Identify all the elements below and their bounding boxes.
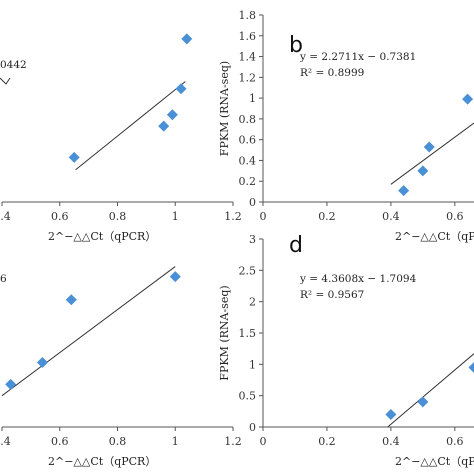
panel-2: 0 0.2 0.4 0.6 0.8 1 1.2 1.4 1.6 1.8 0 0.2 0.4 0.6 2^−△… (218, 9, 474, 243)
x-tick-label: 0.4 (382, 210, 400, 223)
y-tick-label: 0.5 (239, 390, 257, 403)
y-tick-label: 0 (249, 421, 256, 434)
y-tick-label: 0.2 (239, 175, 257, 188)
x-tick-label: 0.8 (109, 210, 127, 223)
x-tick-label: 0.8 (109, 435, 127, 448)
data-point (68, 151, 80, 163)
x-tick-label: 0.4 (0, 435, 11, 448)
y-tick-label: 1.6 (239, 30, 257, 43)
trendline (390, 122, 474, 185)
panel-label: b (289, 33, 303, 58)
data-point (385, 408, 397, 420)
panel-1: 0.4 0.6 0.8 1 1.2 2^−△△Ct（qPCR） 0442 (0, 33, 242, 243)
regression-equation: y = 2.2711x − 0.7381 (299, 51, 416, 63)
y-tick-label: 3 (249, 233, 256, 246)
data-point (423, 141, 435, 153)
panel-4: 0 0.5 1 1.5 2 2.5 3 0 0.2 0.4 0.6 2^−△△Ct（qP FPKM (R… (218, 233, 474, 468)
y-tick-label: 0.8 (239, 113, 257, 126)
regression-equation: 6 (0, 273, 7, 285)
y-axis-label: FPKM (RNA-seq) (218, 285, 231, 380)
arrow-fragment-icon (0, 77, 11, 85)
y-tick-label: 1.8 (239, 9, 257, 22)
data-point (5, 378, 17, 390)
y-tick-label: 1.5 (239, 327, 257, 340)
x-tick-label: 0.6 (446, 210, 464, 223)
data-point (417, 165, 429, 177)
y-tick-label: 0 (249, 196, 256, 209)
x-tick-label: 0.2 (318, 435, 336, 448)
r-squared: R² = 0.8999 (300, 67, 364, 79)
regression-equation: 0442 (0, 59, 27, 71)
x-tick-label: 1.2 (224, 435, 242, 448)
x-tick-label: 1.2 (224, 210, 242, 223)
x-axis-label: 2^−△△Ct（qP (395, 455, 474, 468)
y-tick-label: 2.5 (239, 264, 257, 277)
panel-3: 0.4 0.6 0.8 1 1.2 2^−△△Ct（qPCR） 6 (0, 266, 242, 468)
y-tick-label: 1.4 (239, 51, 257, 64)
x-axis-label: 2^−△△Ct（qPCR） (48, 455, 156, 468)
r-squared: R² = 0.9567 (300, 289, 364, 301)
data-point (462, 93, 474, 105)
trendline (387, 353, 474, 428)
x-tick-label: 0.6 (446, 435, 464, 448)
x-tick-label: 0.6 (51, 210, 69, 223)
x-tick-label: 0 (260, 435, 267, 448)
data-point (166, 109, 178, 121)
x-tick-label: 0.6 (51, 435, 69, 448)
panel-label: d (289, 233, 303, 258)
x-axis-label: 2^−△△Ct（qPCR） (48, 230, 156, 243)
data-point (175, 83, 187, 95)
regression-equation: y = 4.3608x − 1.7094 (299, 273, 417, 285)
data-point (181, 33, 193, 45)
y-tick-label: 1 (249, 92, 256, 105)
data-point (158, 120, 170, 132)
x-tick-label: 0.4 (382, 435, 400, 448)
data-point (36, 356, 48, 368)
x-tick-label: 1 (172, 210, 179, 223)
y-tick-label: 0.6 (239, 134, 257, 147)
x-tick-label: 0.2 (318, 210, 336, 223)
y-tick-label: 0.4 (239, 154, 257, 167)
y-tick-label: 1.2 (239, 71, 257, 84)
trendline (75, 81, 186, 171)
trendline (1, 266, 176, 397)
x-tick-label: 0 (260, 210, 267, 223)
data-point (398, 185, 410, 197)
data-point (65, 294, 77, 306)
x-tick-label: 0.4 (0, 210, 11, 223)
data-point (417, 396, 429, 408)
x-tick-label: 1 (172, 435, 179, 448)
y-tick-label: 1 (249, 358, 256, 371)
data-point (169, 271, 181, 283)
y-axis-label: FPKM (RNA-seq) (218, 61, 231, 156)
data-point (468, 361, 474, 373)
x-axis-label: 2^−△△Ct（qP (395, 230, 474, 243)
y-tick-label: 2 (249, 296, 256, 309)
